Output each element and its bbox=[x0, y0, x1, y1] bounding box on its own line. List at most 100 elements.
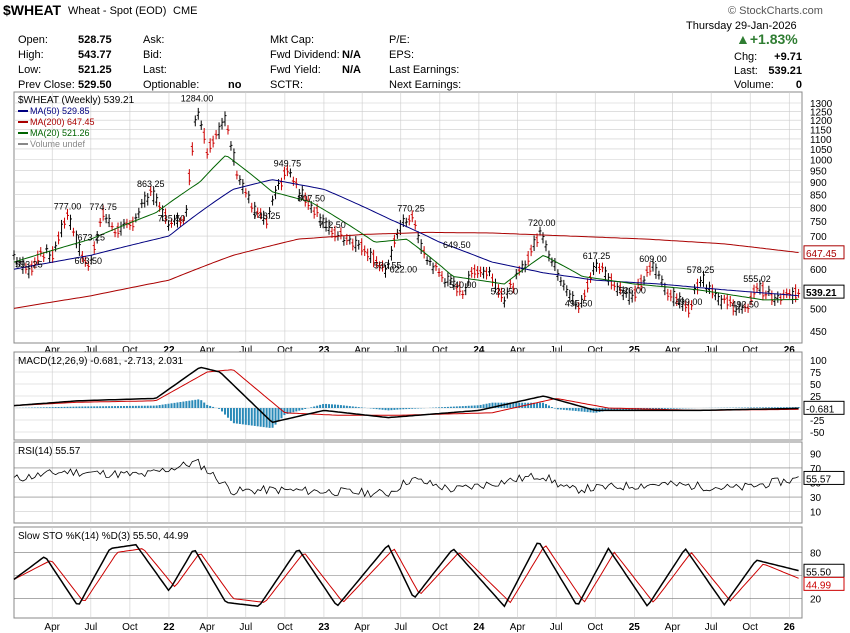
volume-label: Volume: bbox=[734, 79, 774, 91]
macd-histogram-bar bbox=[152, 405, 155, 408]
ma200-tag-label: 647.45 bbox=[806, 249, 837, 260]
symbol-description: Wheat - Spot (EOD) bbox=[68, 5, 167, 17]
price-annotation: 774.75 bbox=[89, 202, 117, 212]
macd-histogram-bar bbox=[292, 408, 295, 413]
macd-histogram-bar bbox=[131, 405, 134, 408]
macd-histogram-bar bbox=[476, 405, 479, 408]
price-annotation: 593.25 bbox=[15, 260, 43, 270]
macd-histogram-bar bbox=[158, 405, 161, 408]
time-tick-label-bottom: Oct bbox=[432, 622, 448, 633]
macd-histogram-bar bbox=[134, 405, 137, 408]
macd-histogram-bar bbox=[354, 406, 357, 408]
macd-histogram-bar bbox=[188, 400, 191, 408]
macd-histogram-bar bbox=[226, 408, 229, 418]
macd-histogram-bar bbox=[761, 407, 764, 408]
high-value: 543.77 bbox=[78, 49, 112, 61]
ma20-line bbox=[13, 155, 799, 301]
macd-histogram-bar bbox=[506, 402, 509, 408]
change-pct: ▲+1.83% bbox=[736, 32, 798, 46]
macd-histogram-bar bbox=[262, 408, 265, 428]
macd-tick-label: 75 bbox=[810, 368, 822, 379]
price-annotation: 523.50 bbox=[491, 286, 519, 296]
macd-histogram-bar bbox=[657, 408, 660, 410]
macd-histogram-bar bbox=[54, 407, 57, 408]
price-annotation: 622.00 bbox=[390, 264, 418, 274]
macd-histogram-bar bbox=[663, 408, 666, 409]
macd-histogram-bar bbox=[607, 408, 610, 411]
time-tick-label: Oct bbox=[587, 345, 603, 356]
macd-histogram-bar bbox=[146, 405, 149, 408]
price-tick-label: 500 bbox=[810, 304, 827, 315]
time-tick-label-bottom: 25 bbox=[629, 622, 641, 633]
macd-histogram-bar bbox=[464, 405, 467, 408]
macd-histogram-bar bbox=[556, 408, 559, 410]
prevclose-label: Prev Close: bbox=[18, 79, 75, 91]
price-tick-label: 1150 bbox=[810, 125, 832, 136]
optionable-label: Optionable: bbox=[143, 79, 200, 91]
macd-histogram-bar bbox=[443, 407, 446, 408]
sto-tick-label: 20 bbox=[810, 595, 822, 606]
macd-histogram-bar bbox=[473, 405, 476, 408]
price-annotation: 735.50 bbox=[158, 213, 186, 223]
quote-date: Thursday 29-Jan-2026 bbox=[686, 20, 797, 32]
macd-histogram-bar bbox=[289, 408, 292, 414]
macd-histogram-bar bbox=[259, 408, 262, 427]
macd-histogram-bar bbox=[467, 405, 470, 408]
macd-histogram-bar bbox=[542, 402, 545, 408]
macd-histogram-bar bbox=[408, 408, 411, 409]
macd-histogram-bar bbox=[586, 408, 589, 413]
price-annotation: 649.50 bbox=[443, 240, 471, 250]
macd-histogram-bar bbox=[90, 406, 93, 408]
macd-histogram-bar bbox=[559, 408, 562, 410]
time-tick-label-bottom: Oct bbox=[122, 622, 138, 633]
macd-histogram-bar bbox=[325, 403, 328, 408]
macd-histogram-bar bbox=[209, 405, 212, 408]
macd-histogram-bar bbox=[224, 408, 227, 415]
macd-histogram-bar bbox=[128, 405, 131, 408]
macd-histogram-bar bbox=[36, 407, 39, 408]
time-tick-label-bottom: 22 bbox=[163, 622, 175, 633]
macd-histogram-bar bbox=[440, 407, 443, 408]
sto-d-line bbox=[13, 545, 799, 604]
price-tick-label: 800 bbox=[810, 203, 827, 214]
sto-d-tag bbox=[803, 576, 845, 591]
time-tick-label-bottom: 24 bbox=[473, 622, 485, 633]
time-tick-label: Jul bbox=[394, 345, 407, 356]
macd-histogram-bar bbox=[310, 407, 313, 408]
macd-histogram-bar bbox=[161, 404, 164, 408]
time-tick-label-bottom: Apr bbox=[665, 622, 681, 633]
macd-histogram-bar bbox=[482, 404, 485, 408]
time-tick-label: Jul bbox=[550, 345, 563, 356]
macd-histogram-bar bbox=[470, 405, 473, 408]
macd-histogram-bar bbox=[48, 407, 51, 408]
volume-value: 0 bbox=[795, 79, 802, 91]
macd-histogram-bar bbox=[212, 406, 215, 408]
macd-histogram-bar bbox=[449, 406, 452, 408]
legend-entry: MA(50) 529.85 bbox=[30, 106, 90, 116]
macd-histogram-bar bbox=[232, 408, 235, 424]
macd-histogram-bar bbox=[194, 399, 197, 408]
time-tick-label-bottom: Jul bbox=[550, 622, 563, 633]
macd-histogram-bar bbox=[342, 405, 345, 408]
quote-header: $WHEAT Wheat - Spot (EOD) CME © StockCha… bbox=[0, 0, 850, 95]
macd-histogram-bar bbox=[547, 405, 550, 408]
macd-histogram-bar bbox=[173, 402, 176, 408]
macd-histogram-bar bbox=[235, 408, 238, 424]
macd-histogram-bar bbox=[238, 408, 241, 424]
macd-histogram-bar bbox=[286, 408, 289, 414]
time-tick-label-bottom: Jul bbox=[239, 622, 252, 633]
macd-histogram-bar bbox=[313, 406, 316, 408]
macd-histogram-bar bbox=[672, 408, 675, 409]
macd-histogram-bar bbox=[114, 406, 117, 408]
macd-histogram-bar bbox=[651, 408, 654, 410]
macd-histogram-bar bbox=[39, 407, 42, 408]
macd-histogram-bar bbox=[197, 399, 200, 408]
macd-histogram-bar bbox=[51, 407, 54, 408]
macd-histogram-bar bbox=[218, 408, 221, 409]
macd-histogram-bar bbox=[616, 408, 619, 411]
macd-histogram-bar bbox=[622, 408, 625, 411]
macd-histogram-bar bbox=[393, 408, 396, 410]
open-value: 528.75 bbox=[78, 34, 112, 46]
time-tick-label: Apr bbox=[199, 345, 215, 356]
